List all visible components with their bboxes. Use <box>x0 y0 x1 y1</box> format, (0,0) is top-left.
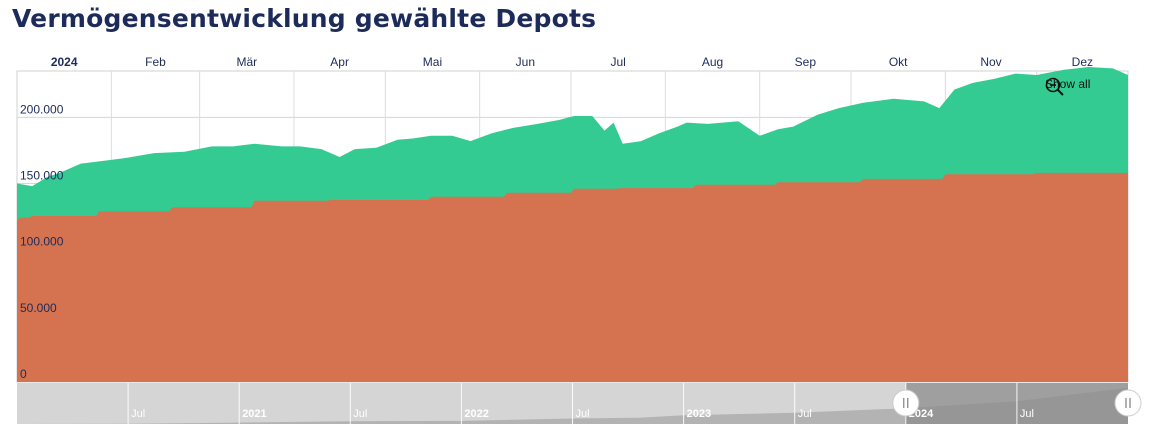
show-all-button[interactable]: Show all <box>1045 77 1091 96</box>
x-tick-label: Mär <box>236 55 257 69</box>
y-tick-label: 200.000 <box>20 102 64 116</box>
navigator-handle-right[interactable] <box>1114 389 1142 417</box>
show-all-label: Show all <box>1045 77 1091 91</box>
x-tick-label: Feb <box>145 55 166 69</box>
x-tick-label: Aug <box>702 55 723 69</box>
y-tick-label: 100.000 <box>20 235 64 249</box>
navigator: Jul 2021 Jul 2022 Jul 2023 Jul 2024 Jul <box>17 383 1142 424</box>
x-tick-label: Mai <box>423 55 442 69</box>
navigator-handle-left[interactable] <box>892 389 920 417</box>
navigator-label: Jul <box>131 408 145 420</box>
navigator-label: 2023 <box>687 408 711 420</box>
x-tick-label: Jul <box>610 55 625 69</box>
navigator-label: 2021 <box>242 408 266 420</box>
handle-knob <box>892 389 920 417</box>
x-tick-label: Nov <box>980 55 1001 69</box>
y-tick-label: 50.000 <box>20 301 57 315</box>
x-tick-label: Sep <box>795 55 817 69</box>
y-axis-labels: 0 50.000 100.000 150.000 200.000 <box>20 102 64 381</box>
series-layer <box>17 67 1128 382</box>
x-tick-label: Okt <box>889 55 908 69</box>
y-tick-label: 0 <box>20 367 27 381</box>
y-tick-label: 150.000 <box>20 168 64 182</box>
zoom-out-icon <box>1045 77 1064 96</box>
page-title: Vermögensentwicklung gewählte Depots <box>12 4 597 33</box>
navigator-label: Jul <box>353 408 367 420</box>
navigator-series <box>17 387 1128 424</box>
x-tick-label: Dez <box>1072 55 1093 69</box>
x-tick-label: Jun <box>516 55 535 69</box>
handle-knob <box>1114 389 1142 417</box>
x-tick-label: 2024 <box>51 55 78 69</box>
navigator-label: Jul <box>1020 408 1034 420</box>
deposits-area <box>17 172 1128 382</box>
navigator-label: 2022 <box>464 408 488 420</box>
x-axis-labels: 2024 Feb Mär Apr Mai Jun Jul Aug Sep Okt Nov Dez <box>51 55 1093 69</box>
x-tick-label: Apr <box>330 55 349 69</box>
navigator-label: Jul <box>798 408 812 420</box>
navigator-label: Jul <box>576 408 590 420</box>
